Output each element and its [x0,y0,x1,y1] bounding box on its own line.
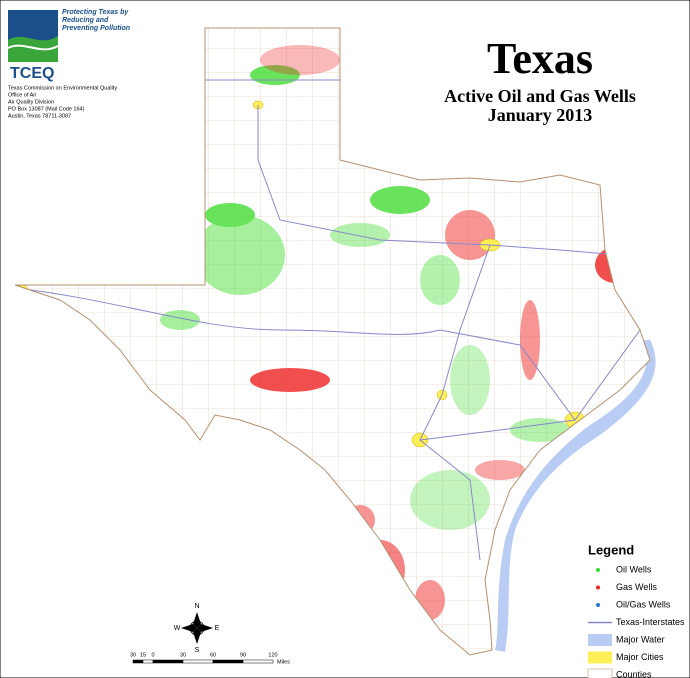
scale-segment [212,659,244,664]
legend-label: Gas Wells [616,582,657,592]
scale-label: 120 [268,652,277,658]
scale-label: 90 [240,652,246,658]
legend-label: Texas-Interstates [616,617,685,627]
tceq-logo: Protecting Texas by Reducing and Prevent… [7,9,130,82]
city-swatch [588,651,612,664]
legend-label: Counties [616,669,652,678]
logo-line [7,44,59,51]
legend: Legend Oil Wells Gas Wells Oil/Gas Wells Te… [587,542,685,678]
compass-arrow [193,612,201,628]
compass-s: S [195,647,200,654]
legend-label: Major Cities [616,652,664,662]
compass-arrow [181,624,197,632]
logo-wave [8,36,58,62]
legend-title: Legend [588,542,634,557]
address-line: Air Quality Division [8,99,54,105]
water-swatch [588,634,612,646]
scale-segment [152,659,184,664]
compass-n: N [194,603,199,610]
date: January 2013 [488,105,593,125]
scale-segment [132,659,144,664]
address-line: Office of Air [8,92,36,98]
title: Texas [487,34,593,83]
legend-label: Major Water [616,634,665,644]
interstates [15,79,641,561]
compass: N S W E [174,603,220,654]
county-swatch [587,668,613,678]
scale-label: 0 [151,652,154,658]
gas-well-clusters [250,45,635,620]
slogan: Preventing Pollution [62,25,130,32]
scale-label: 15 [140,652,146,658]
oilgas-swatch [596,603,600,607]
gulf-water [495,340,656,652]
gas-swatch [596,585,600,590]
agency-abbr: TCEQ [10,65,54,82]
compass-arrow [197,624,213,632]
slogan: Protecting Texas by [62,9,129,16]
address-line: Austin, Texas 78711-3087 [8,113,71,119]
slogan: Reducing and [62,17,109,24]
scale-segment [182,659,214,664]
subtitle: Active Oil and Gas Wells [444,86,636,106]
oil-swatch [596,568,600,572]
scale-segment [142,659,154,664]
scale-label: 60 [210,652,216,658]
state-outline [14,27,651,656]
scale-unit: Miles [277,659,290,665]
address: Texas Commission on Environmental Qualit… [8,85,117,119]
legend-label: Oil Wells [616,564,652,574]
scale-segment [242,659,274,664]
legend-label: Oil/Gas Wells [616,599,671,609]
compass-w: W [174,625,181,632]
compass-ring [189,620,205,636]
address-line: PO Box 13087 (Mail Code 164) [8,106,85,112]
address-line: Texas Commission on Environmental Qualit… [8,85,117,91]
compass-arrow [193,628,201,644]
scale-label: 30 [180,652,186,658]
scale-label: 30 [130,652,136,658]
compass-e: E [215,625,220,632]
